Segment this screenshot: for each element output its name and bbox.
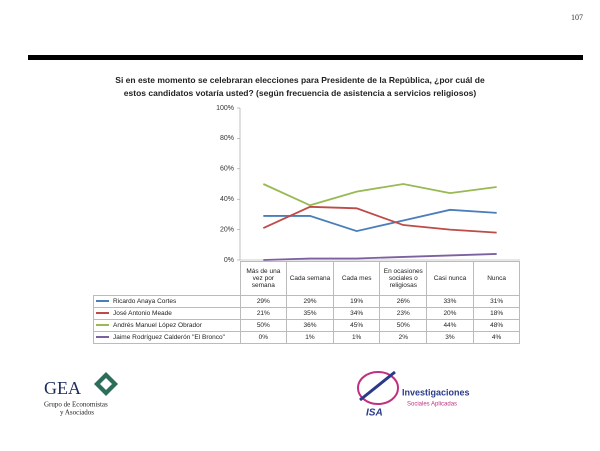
table-value: 35% <box>286 307 334 320</box>
y-tick-label: 80% <box>220 135 234 142</box>
table-value: 4% <box>472 331 521 344</box>
legend-cell: José Antonio Meade <box>93 307 241 320</box>
gea-emblem-inner <box>100 378 112 390</box>
table-row: José Antonio Meade 21% 35% 34% 23% 20% 18% <box>93 307 521 320</box>
table-value: 21% <box>239 307 288 320</box>
legend-label: José Antonio Meade <box>113 310 172 317</box>
table-row: Jaime Rodríguez Calderón "El Bronco" 0% 1%… <box>93 331 521 344</box>
table-value: 29% <box>239 295 288 308</box>
isa-emblem-stroke <box>359 370 396 402</box>
table-row: Andrés Manuel López Obrador 50% 36% 45% 50% 4… <box>93 319 521 332</box>
isa-line2: Sociales Aplicadas <box>407 402 457 408</box>
legend-swatch <box>96 300 109 303</box>
legend-swatch <box>96 324 109 327</box>
legend-cell: Jaime Rodríguez Calderón "El Bronco" <box>93 331 241 344</box>
legend-label: Ricardo Anaya Cortes <box>113 298 177 305</box>
table-value: 50% <box>379 319 428 332</box>
isa-logo: ISA <box>366 408 383 419</box>
table-row: Más de una vez por semana Cada semana Cada… <box>94 261 521 296</box>
isa-line1: Investigaciones <box>402 387 470 397</box>
y-tick-label: 40% <box>220 196 234 203</box>
table-value: 3% <box>426 331 474 344</box>
table-value: 48% <box>472 319 521 332</box>
data-table: Más de una vez por semana Cada semana Cada… <box>93 261 521 344</box>
table-value: 44% <box>426 319 474 332</box>
page-number: 107 <box>571 13 583 22</box>
y-tick-label: 100% <box>216 105 234 112</box>
table-value: 34% <box>332 307 381 320</box>
category-header: Cada mes <box>332 261 381 296</box>
table-value: 50% <box>239 319 288 332</box>
gea-line2: y Asociados <box>60 409 94 417</box>
category-header: Nunca <box>472 261 521 296</box>
table-corner <box>94 262 241 296</box>
y-tick-label: 60% <box>220 166 234 173</box>
legend-cell: Andrés Manuel López Obrador <box>93 319 241 332</box>
table-value: 20% <box>426 307 474 320</box>
gea-logo: GEA <box>44 378 81 398</box>
table-value: 1% <box>332 331 381 344</box>
legend-label: Andrés Manuel López Obrador <box>113 322 202 329</box>
table-value: 0% <box>239 331 288 344</box>
legend-swatch <box>96 312 109 315</box>
table-value: 1% <box>286 331 334 344</box>
table-value: 33% <box>426 295 474 308</box>
table-value: 31% <box>472 295 521 308</box>
header-rule <box>28 55 583 60</box>
series-line <box>263 253 497 261</box>
category-header: Más de una vez por semana <box>239 261 288 296</box>
series-line <box>262 205 497 234</box>
isa-emblem <box>357 371 399 405</box>
legend-swatch <box>96 336 109 339</box>
chart-title: Si en este momento se celebraran eleccio… <box>115 75 485 98</box>
series-line <box>262 183 497 207</box>
category-header: Casi nunca <box>426 261 474 296</box>
table-row: Ricardo Anaya Cortes 29% 29% 19% 26% 33% 31% <box>93 295 521 308</box>
table-value: 18% <box>472 307 521 320</box>
legend-cell: Ricardo Anaya Cortes <box>93 295 241 308</box>
y-tick-label: 0% <box>224 257 234 264</box>
gea-line1: Grupo de Economistas <box>44 401 108 409</box>
table-value: 26% <box>379 295 428 308</box>
legend-label: Jaime Rodríguez Calderón "El Bronco" <box>113 334 225 341</box>
category-header: En ocasiones sociales o religiosas <box>379 261 428 296</box>
table-value: 36% <box>286 319 334 332</box>
table-value: 19% <box>332 295 381 308</box>
y-tick-label: 20% <box>220 226 234 233</box>
series-line <box>263 208 497 233</box>
table-value: 29% <box>286 295 334 308</box>
category-header: Cada semana <box>286 261 334 296</box>
table-value: 45% <box>332 319 381 332</box>
table-value: 2% <box>379 331 428 344</box>
table-value: 23% <box>379 307 428 320</box>
